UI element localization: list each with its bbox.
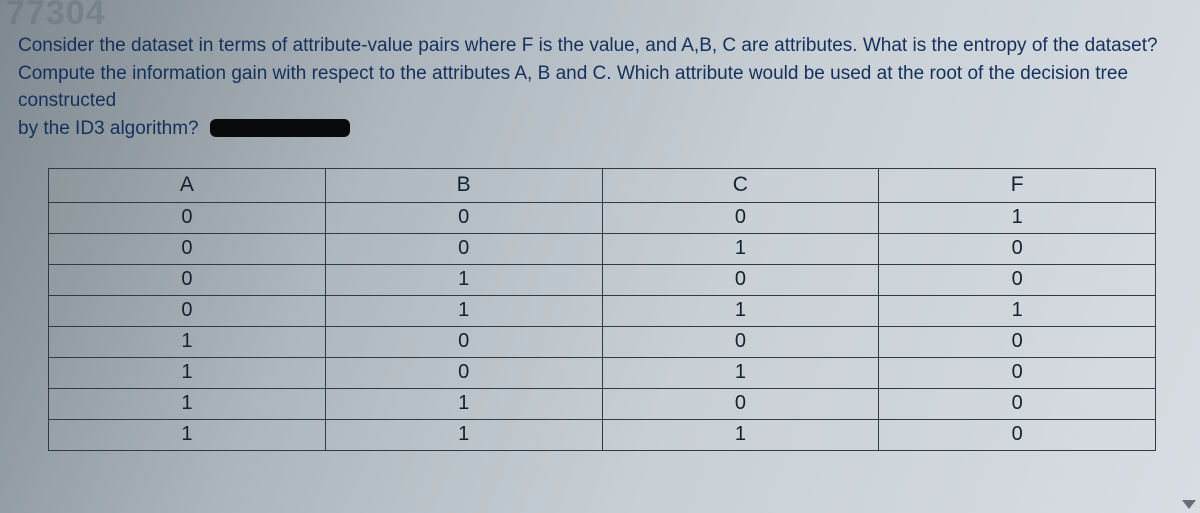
question-line-1: Consider the dataset in terms of attribu… xyxy=(18,35,1158,56)
cell: 1 xyxy=(879,203,1156,234)
cell: 0 xyxy=(879,327,1156,358)
cell: 1 xyxy=(602,234,879,265)
cell: 0 xyxy=(49,296,326,327)
question-block: Consider the dataset in terms of attribu… xyxy=(18,32,1186,142)
cell: 0 xyxy=(602,265,879,296)
redaction-bar xyxy=(210,119,350,137)
watermark-text: 77304 xyxy=(6,0,106,33)
cell: 0 xyxy=(879,234,1156,265)
cell: 1 xyxy=(602,358,879,389)
cell: 0 xyxy=(602,327,879,358)
cell: 0 xyxy=(879,265,1156,296)
table-row: 1 0 0 0 xyxy=(49,327,1156,358)
cell: 1 xyxy=(49,358,326,389)
table-row: 0 0 0 1 xyxy=(49,203,1156,234)
scroll-down-icon[interactable] xyxy=(1182,500,1196,509)
cell: 0 xyxy=(325,234,602,265)
data-table-container: A B C F 0 0 0 1 0 0 1 0 0 1 0 xyxy=(48,168,1156,451)
cell: 0 xyxy=(325,203,602,234)
cell: 1 xyxy=(325,420,602,451)
cell: 1 xyxy=(602,420,879,451)
table-row: 1 1 0 0 xyxy=(49,389,1156,420)
cell: 0 xyxy=(879,420,1156,451)
col-header-A: A xyxy=(49,169,326,203)
col-header-B: B xyxy=(325,169,602,203)
col-header-F: F xyxy=(879,169,1156,203)
cell: 1 xyxy=(49,420,326,451)
cell: 0 xyxy=(49,265,326,296)
cell: 0 xyxy=(49,234,326,265)
col-header-C: C xyxy=(602,169,879,203)
data-table: A B C F 0 0 0 1 0 0 1 0 0 1 0 xyxy=(48,168,1156,451)
cell: 1 xyxy=(879,296,1156,327)
question-line-2: Compute the information gain with respec… xyxy=(18,63,1128,112)
table-row: 0 0 1 0 xyxy=(49,234,1156,265)
table-row: 0 1 1 1 xyxy=(49,296,1156,327)
cell: 1 xyxy=(602,296,879,327)
table-row: 1 0 1 0 xyxy=(49,358,1156,389)
cell: 0 xyxy=(602,203,879,234)
cell: 0 xyxy=(602,389,879,420)
cell: 1 xyxy=(325,265,602,296)
cell: 0 xyxy=(879,358,1156,389)
table-row: 0 1 0 0 xyxy=(49,265,1156,296)
table-header-row: A B C F xyxy=(49,169,1156,203)
cell: 0 xyxy=(49,203,326,234)
cell: 0 xyxy=(879,389,1156,420)
cell: 1 xyxy=(325,296,602,327)
table-row: 1 1 1 0 xyxy=(49,420,1156,451)
cell: 1 xyxy=(49,327,326,358)
cell: 0 xyxy=(325,358,602,389)
cell: 1 xyxy=(325,389,602,420)
question-line-3: by the ID3 algorithm? xyxy=(18,118,199,139)
cell: 0 xyxy=(325,327,602,358)
cell: 1 xyxy=(49,389,326,420)
